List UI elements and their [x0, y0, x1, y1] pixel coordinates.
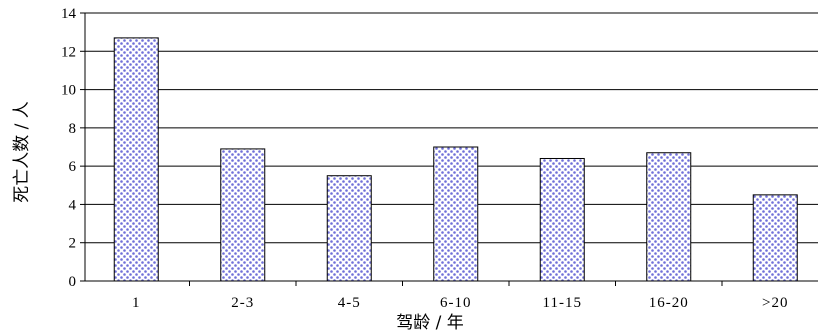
bars: [113, 37, 798, 282]
y-tick-label: 14: [61, 6, 77, 22]
x-tick-label: 4-5: [338, 295, 361, 311]
bar-3: [326, 175, 372, 282]
bar-6: [646, 152, 692, 282]
y-tick-label: 2: [69, 236, 77, 252]
x-tick-label: 6-10: [440, 295, 472, 311]
y-tick-label: 4: [69, 197, 77, 213]
y-tick-label: 10: [61, 83, 76, 99]
y-tick-label: 12: [61, 44, 76, 60]
x-tick-label: 1: [132, 295, 141, 311]
y-tick-label: 8: [69, 121, 77, 137]
x-tick-label: >20: [762, 295, 788, 311]
y-tick-label: 0: [69, 274, 77, 290]
x-tick-labels: 1 2-3 4-5 6-10 11-15 16-20 >20: [132, 295, 788, 311]
axes: [80, 12, 818, 286]
y-axis-title: 死亡人数 / 人: [12, 101, 32, 203]
y-tick-label: 6: [69, 159, 77, 175]
bar-2: [220, 148, 266, 282]
bar-1: [113, 37, 159, 282]
bar-4: [433, 146, 479, 282]
x-axis-title: 驾龄 / 年: [396, 313, 464, 333]
x-tick-label: 2-3: [231, 295, 254, 311]
bar-5: [539, 157, 585, 282]
x-tick-label: 16-20: [649, 295, 689, 311]
y-tick-labels: 0 2 4 6 8 10 12 14: [61, 6, 77, 290]
x-tick-label: 11-15: [543, 295, 582, 311]
bar-7: [752, 194, 798, 282]
